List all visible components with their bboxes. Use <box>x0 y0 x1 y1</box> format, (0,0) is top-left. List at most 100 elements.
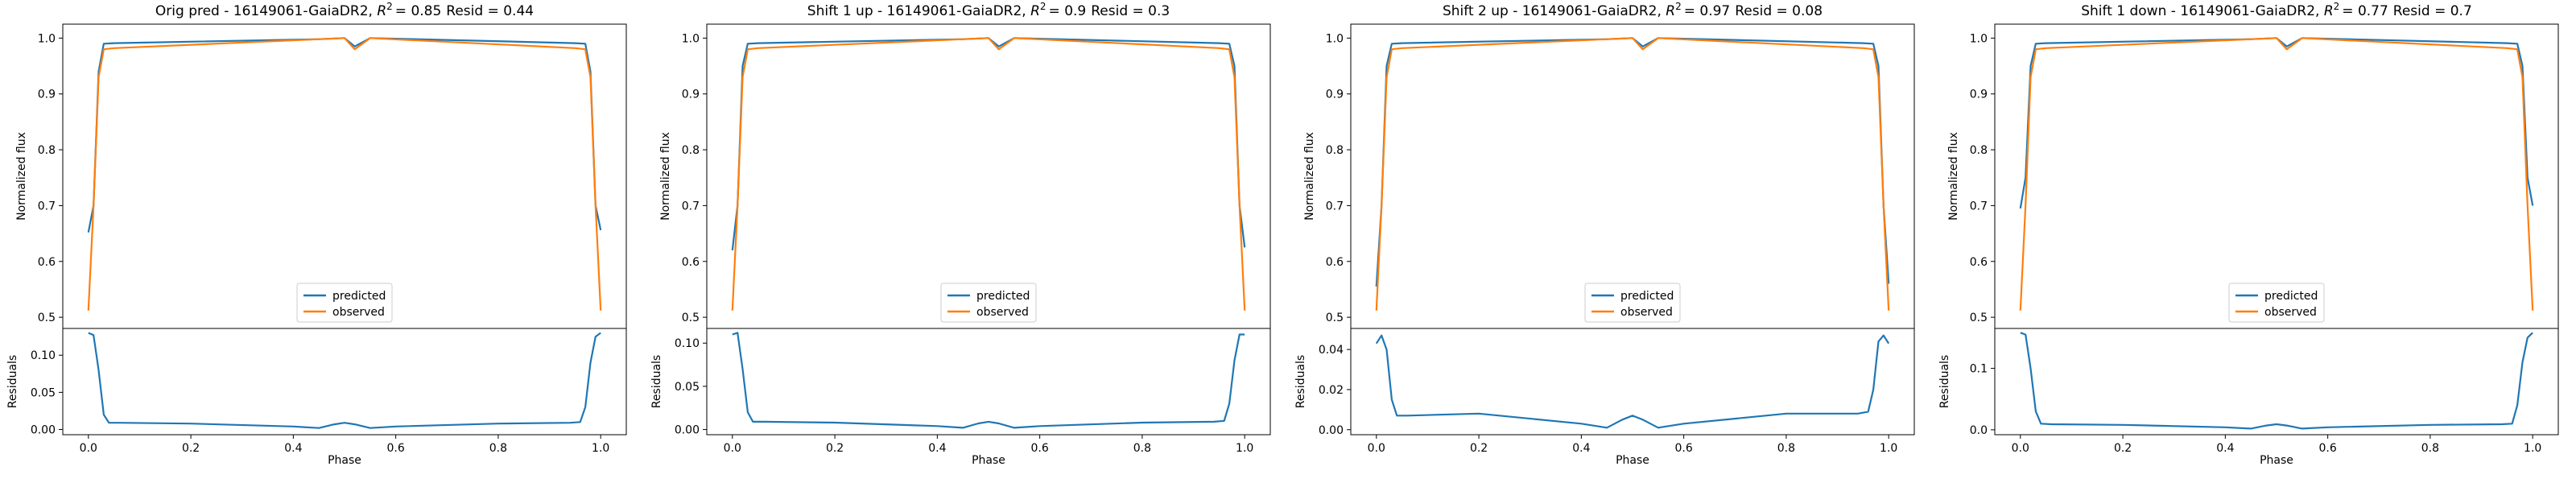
title-prefix: Shift 1 up - 16149061-GaiaDR2, <box>807 3 1030 19</box>
ytick-bottom-label: 0.10 <box>31 349 56 362</box>
legend-label-predicted: predicted <box>1620 290 1674 303</box>
y-axis-label-top: Normalized flux <box>15 132 28 221</box>
ytick-bottom-label: 0.10 <box>675 337 700 350</box>
legend: predicted observed <box>2228 283 2325 323</box>
title-resid: Resid = 0.7 <box>2393 3 2472 19</box>
legend: predicted observed <box>1584 283 1681 323</box>
ytick-bottom-label: 0.1 <box>1970 363 1988 376</box>
ytick-top-label: 0.9 <box>38 89 56 101</box>
xtick-label: 0.2 <box>826 442 844 455</box>
title-r2-value: = 0.9 <box>1049 3 1087 19</box>
legend-label-predicted: predicted <box>332 290 386 303</box>
y-axis-label-bottom: Residuals <box>1938 355 1951 408</box>
ytick-top-label: 0.6 <box>682 256 700 269</box>
panel-1: Shift 1 up - 16149061-GaiaDR2, R2 = 0.9 Re… <box>650 1 1271 467</box>
title-resid: Resid = 0.3 <box>1091 3 1170 19</box>
top-axes-frame <box>1350 23 1915 329</box>
series-line-observed <box>1375 37 1890 311</box>
ytick-bottom-label: 0.05 <box>675 381 700 394</box>
ytick-top-label: 0.9 <box>1970 89 1988 101</box>
x-axis-label: Phase <box>1616 454 1649 467</box>
series-line-observed <box>731 37 1246 311</box>
ytick-top-label: 0.9 <box>682 89 700 101</box>
residual-line <box>732 332 1245 429</box>
xtick-label: 0.6 <box>387 442 405 455</box>
panel-title: Orig pred - 16149061-GaiaDR2, R2 = 0.85 Re… <box>155 1 534 19</box>
ytick-top-label: 0.5 <box>682 312 700 324</box>
xtick-label: 0.0 <box>1368 442 1385 455</box>
title-r-symbol: R <box>1030 3 1040 19</box>
legend-label-predicted: predicted <box>976 290 1030 303</box>
xtick-label: 0.6 <box>1031 442 1049 455</box>
xtick-label: 1.0 <box>1236 442 1253 455</box>
ytick-top-label: 0.8 <box>1326 144 1344 157</box>
top-axes-frame <box>62 23 627 329</box>
legend: predicted observed <box>940 283 1037 323</box>
ytick-top-label: 0.7 <box>38 200 56 213</box>
xtick-label: 0.2 <box>182 442 200 455</box>
y-axis-label-bottom: Residuals <box>6 355 19 408</box>
ytick-top-label: 1.0 <box>682 32 700 45</box>
legend-label-observed: observed <box>976 306 1029 319</box>
title-resid: Resid = 0.44 <box>446 3 534 19</box>
ytick-top-label: 0.7 <box>1326 200 1344 213</box>
xtick-label: 0.0 <box>2012 442 2029 455</box>
xtick-label: 0.8 <box>1133 442 1151 455</box>
panel-title: Shift 1 up - 16149061-GaiaDR2, R2 = 0.9 Re… <box>807 1 1170 19</box>
xtick-label: 0.6 <box>2319 442 2337 455</box>
y-axis-label-top: Normalized flux <box>1303 132 1316 221</box>
ytick-bottom-label: 0.00 <box>31 424 56 437</box>
bottom-axes-frame <box>62 328 627 436</box>
xtick-label: 0.8 <box>489 442 507 455</box>
xtick-label: 0.2 <box>1470 442 1488 455</box>
ytick-top-label: 0.5 <box>1970 312 1988 324</box>
title-r-symbol: R <box>377 3 386 19</box>
title-prefix: Shift 1 down - 16149061-GaiaDR2, <box>2081 3 2324 19</box>
ytick-top-label: 0.5 <box>1326 312 1344 324</box>
panel-title: Shift 1 down - 16149061-GaiaDR2, R2 = 0.7… <box>2081 1 2472 19</box>
legend-label-predicted: predicted <box>2264 290 2318 303</box>
ytick-bottom-label: 0.00 <box>1319 424 1344 437</box>
xtick-label: 0.4 <box>2216 442 2234 455</box>
xtick-label: 0.0 <box>724 442 741 455</box>
ytick-top-label: 0.6 <box>38 256 56 269</box>
ytick-bottom-label: 0.0 <box>1970 424 1988 437</box>
ytick-top-label: 1.0 <box>38 32 56 45</box>
top-axes-frame <box>1994 23 2559 329</box>
xtick-label: 0.4 <box>928 442 946 455</box>
top-axes-frame <box>706 23 1271 329</box>
title-prefix: Shift 2 up - 16149061-GaiaDR2, <box>1443 3 1666 19</box>
legend: predicted observed <box>296 283 393 323</box>
title-r2-value: = 0.97 <box>1684 3 1731 19</box>
residual-line <box>2020 332 2533 430</box>
x-axis-label: Phase <box>2260 454 2293 467</box>
title-r2-value: = 0.85 <box>395 3 442 19</box>
y-axis-label-bottom: Residuals <box>650 355 663 408</box>
xtick-label: 0.8 <box>2421 442 2439 455</box>
ytick-bottom-label: 0.02 <box>1319 384 1344 397</box>
y-axis-label-top: Normalized flux <box>659 132 672 221</box>
xtick-label: 1.0 <box>2524 442 2541 455</box>
panel-3: Shift 1 down - 16149061-GaiaDR2, R2 = 0.7… <box>1938 1 2559 467</box>
residual-line <box>1375 334 1890 429</box>
ytick-top-label: 0.7 <box>1970 200 1988 213</box>
title-r-symbol: R <box>2324 3 2334 19</box>
ytick-bottom-label: 0.05 <box>31 386 56 399</box>
ytick-top-label: 0.5 <box>38 312 56 324</box>
y-axis-label-bottom: Residuals <box>1294 355 1307 408</box>
bottom-axes-frame <box>706 328 1271 436</box>
ytick-top-label: 1.0 <box>1970 32 1988 45</box>
ytick-top-label: 0.6 <box>1970 256 1988 269</box>
xtick-label: 0.2 <box>2114 442 2132 455</box>
legend-label-observed: observed <box>2264 306 2317 319</box>
title-r-superscript: 2 <box>386 1 393 12</box>
ytick-top-label: 0.7 <box>682 200 700 213</box>
panel-title: Shift 2 up - 16149061-GaiaDR2, R2 = 0.97 R… <box>1443 1 1823 19</box>
title-prefix: Orig pred - 16149061-GaiaDR2, <box>155 3 377 19</box>
bottom-axes-frame <box>1994 328 2559 436</box>
title-r-superscript: 2 <box>2334 1 2340 12</box>
ytick-top-label: 0.9 <box>1326 89 1344 101</box>
ytick-bottom-label: 0.00 <box>675 424 700 437</box>
panel-2: Shift 2 up - 16149061-GaiaDR2, R2 = 0.97 R… <box>1294 1 1915 467</box>
